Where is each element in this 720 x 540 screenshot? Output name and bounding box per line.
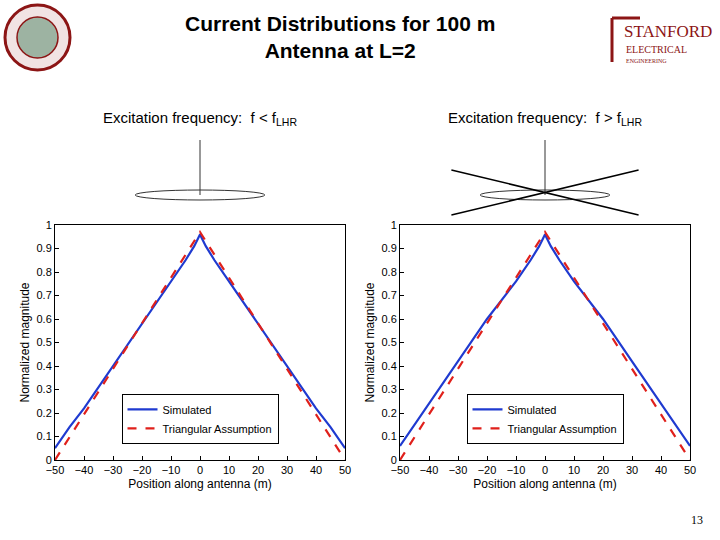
svg-text:13: 13: [691, 513, 703, 527]
svg-text:0.8: 0.8: [382, 266, 397, 278]
svg-text:1: 1: [391, 219, 397, 231]
svg-text:−30: −30: [449, 464, 468, 476]
svg-text:40: 40: [655, 464, 667, 476]
svg-text:0.9: 0.9: [37, 242, 52, 254]
svg-text:Triangular Assumption: Triangular Assumption: [508, 423, 617, 435]
svg-text:−50: −50: [391, 464, 410, 476]
svg-text:0.7: 0.7: [382, 289, 397, 301]
svg-text:30: 30: [626, 464, 638, 476]
svg-text:0.1: 0.1: [37, 430, 52, 442]
svg-text:Position along antenna (m): Position along antenna (m): [128, 477, 271, 491]
svg-text:0.5: 0.5: [382, 336, 397, 348]
svg-text:0.3: 0.3: [382, 383, 397, 395]
svg-text:Excitation frequency: f < f​L: Excitation frequency: f < f​LHR​: [103, 109, 297, 128]
svg-text:0.8: 0.8: [37, 266, 52, 278]
svg-text:0.6: 0.6: [382, 313, 397, 325]
svg-text:40: 40: [310, 464, 322, 476]
svg-text:0: 0: [46, 454, 52, 466]
svg-text:50: 50: [339, 464, 351, 476]
svg-text:0.4: 0.4: [382, 360, 397, 372]
svg-text:−10: −10: [162, 464, 181, 476]
svg-text:−20: −20: [478, 464, 497, 476]
svg-text:−10: −10: [507, 464, 526, 476]
svg-text:−40: −40: [75, 464, 94, 476]
svg-text:20: 20: [252, 464, 264, 476]
svg-text:Triangular Assumption: Triangular Assumption: [163, 423, 272, 435]
svg-text:Simulated: Simulated: [163, 404, 212, 416]
svg-text:STANFORD: STANFORD: [624, 22, 712, 41]
svg-text:0.7: 0.7: [37, 289, 52, 301]
svg-text:Normalized magnitude: Normalized magnitude: [18, 282, 32, 402]
svg-text:ENGINEERING: ENGINEERING: [626, 58, 667, 64]
svg-text:0.2: 0.2: [37, 407, 52, 419]
svg-text:20: 20: [597, 464, 609, 476]
svg-text:0.2: 0.2: [382, 407, 397, 419]
svg-text:0.4: 0.4: [37, 360, 52, 372]
svg-text:0.1: 0.1: [382, 430, 397, 442]
svg-text:Excitation frequency: f > f​L: Excitation frequency: f > f​LHR​: [448, 109, 642, 128]
svg-text:0.3: 0.3: [37, 383, 52, 395]
svg-text:−20: −20: [133, 464, 152, 476]
svg-text:0: 0: [391, 454, 397, 466]
svg-text:Current Distributions for 100: Current Distributions for 100 mAntenna a…: [185, 12, 495, 62]
svg-text:0.5: 0.5: [37, 336, 52, 348]
svg-text:50: 50: [684, 464, 696, 476]
svg-text:−30: −30: [104, 464, 123, 476]
svg-text:−40: −40: [420, 464, 439, 476]
svg-text:30: 30: [281, 464, 293, 476]
svg-text:−50: −50: [46, 464, 65, 476]
svg-text:Normalized magnitude: Normalized magnitude: [363, 282, 377, 402]
svg-text:10: 10: [223, 464, 235, 476]
svg-text:ELECTRICAL: ELECTRICAL: [626, 44, 687, 55]
svg-text:0.6: 0.6: [37, 313, 52, 325]
svg-text:Simulated: Simulated: [508, 404, 557, 416]
svg-text:0.9: 0.9: [382, 242, 397, 254]
svg-text:1: 1: [46, 219, 52, 231]
svg-text:0: 0: [542, 464, 548, 476]
svg-text:0: 0: [197, 464, 203, 476]
svg-text:Position along antenna (m): Position along antenna (m): [473, 477, 616, 491]
svg-text:10: 10: [568, 464, 580, 476]
